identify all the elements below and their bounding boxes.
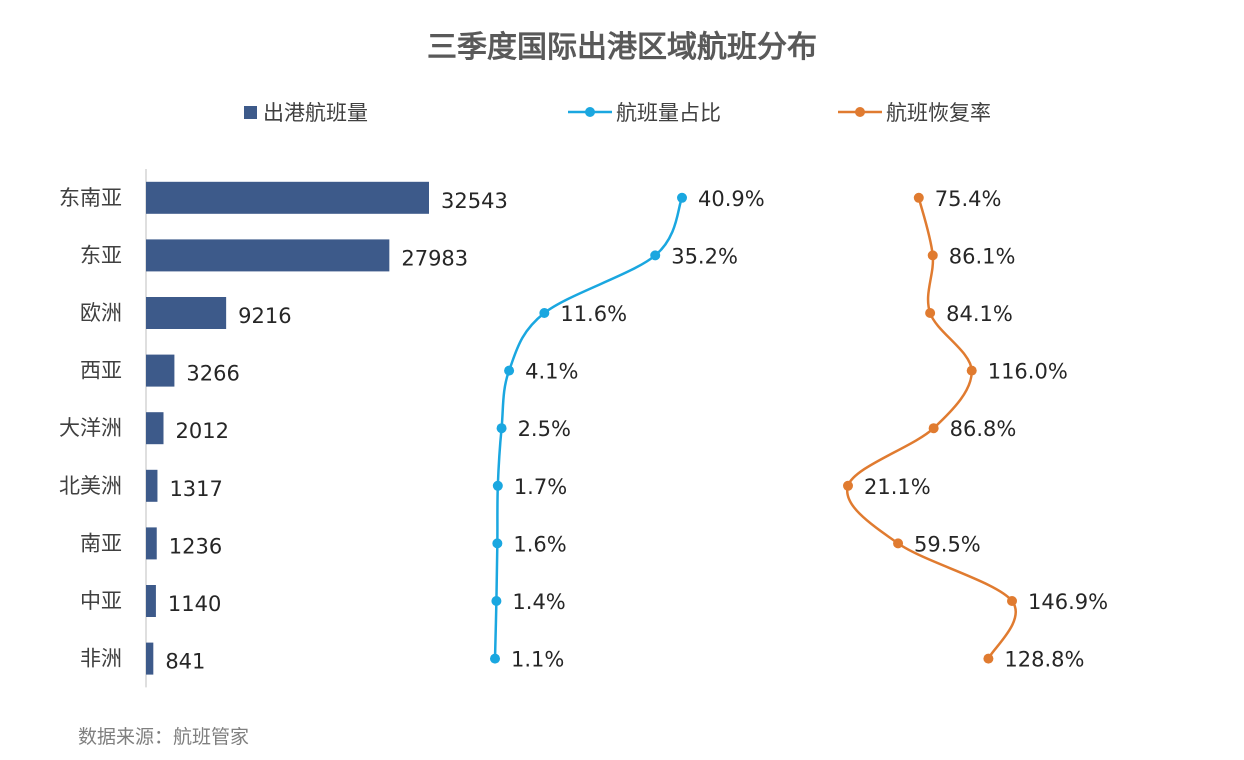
category-label: 大洋洲: [59, 416, 122, 440]
share-value-label: 1.6%: [513, 532, 566, 556]
legend-item-share: 航班量占比: [568, 98, 721, 126]
bar-value-label: 9216: [238, 304, 291, 328]
recovery-point: [925, 308, 936, 318]
bar: [146, 297, 227, 329]
bar-value-label: 2012: [175, 419, 228, 443]
share-point: [490, 653, 500, 664]
legend-line-recovery: [838, 107, 882, 117]
share-point: [504, 365, 515, 376]
share-value-label: 4.1%: [525, 360, 578, 384]
share-value-label: 35.2%: [671, 244, 738, 268]
legend-swatch-bar: [244, 105, 257, 119]
recovery-value-label: 146.9%: [1028, 590, 1108, 614]
share-point: [650, 250, 661, 261]
share-value-label: 11.6%: [560, 302, 627, 326]
recovery-point: [843, 480, 853, 491]
recovery-line: [845, 197, 1017, 660]
share-point: [496, 423, 507, 434]
bar: [146, 642, 154, 675]
bar-value-label: 1140: [168, 592, 221, 616]
category-label: 北美洲: [59, 474, 122, 498]
share-point: [492, 480, 503, 491]
bar-value-label: 1236: [169, 534, 222, 558]
recovery-value-label: 128.8%: [1004, 648, 1084, 672]
legend-item-bar: 出港航班量: [244, 98, 368, 126]
recovery-point: [928, 423, 939, 434]
share-value-label: 1.7%: [514, 475, 567, 499]
share-value-label: 2.5%: [518, 417, 571, 441]
category-label: 非洲: [80, 647, 122, 671]
legend-line-share: [568, 107, 612, 117]
share-point: [677, 192, 687, 203]
recovery-point: [893, 538, 904, 549]
share-value-label: 40.9%: [698, 187, 765, 211]
recovery-point: [913, 192, 924, 203]
recovery-point: [1007, 596, 1017, 606]
bar: [146, 585, 156, 617]
category-label: 东南亚: [59, 186, 122, 210]
bar: [146, 239, 390, 272]
recovery-point: [983, 653, 994, 664]
recovery-value-label: 75.4%: [935, 187, 1002, 211]
legend-label-share: 航班量占比: [616, 101, 721, 125]
recovery-value-label: 21.1%: [864, 475, 931, 499]
bar: [146, 527, 157, 560]
bar-value-label: 3266: [186, 362, 239, 386]
bar: [146, 412, 164, 445]
recovery-value-label: 86.8%: [950, 417, 1017, 441]
chart-title: 三季度国际出港区域航班分布: [427, 30, 817, 65]
legend-item-recovery: 航班恢复率: [838, 98, 991, 126]
recovery-value-label: 86.1%: [949, 244, 1016, 268]
recovery-value-label: 84.1%: [946, 302, 1013, 326]
recovery-value-label: 59.5%: [914, 532, 981, 556]
legend-label-recovery: 航班恢复率: [886, 101, 991, 125]
bar-value-label: 1317: [169, 477, 222, 501]
bar-value-label: 32543: [441, 189, 508, 213]
legend-label-bar: 出港航班量: [263, 101, 368, 125]
bar-value-label: 27983: [401, 246, 468, 270]
bar: [146, 354, 175, 387]
bar: [146, 469, 158, 502]
share-value-label: 1.4%: [512, 590, 565, 614]
share-value-label: 1.1%: [511, 648, 564, 672]
bar: [146, 181, 429, 214]
recovery-point: [927, 250, 938, 261]
category-label: 西亚: [80, 359, 122, 383]
category-label: 南亚: [80, 531, 122, 555]
share-point: [492, 538, 503, 549]
share-line: [493, 197, 684, 659]
bar-value-label: 841: [165, 650, 205, 674]
data-source: 数据来源：航班管家: [78, 726, 250, 748]
category-label: 中亚: [80, 589, 122, 613]
recovery-point: [966, 365, 977, 376]
recovery-value-label: 116.0%: [988, 360, 1068, 384]
category-label: 欧洲: [80, 301, 122, 325]
share-point: [539, 308, 550, 318]
category-label: 东亚: [80, 243, 122, 267]
share-point: [491, 596, 502, 606]
